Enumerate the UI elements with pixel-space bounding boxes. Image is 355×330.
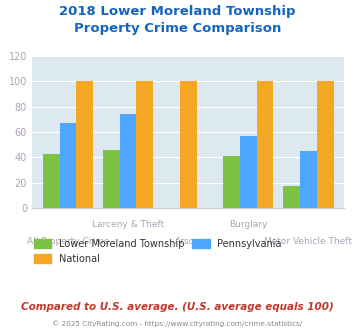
Text: Burglary: Burglary [229, 220, 267, 229]
Bar [120, 114, 136, 208]
Bar [76, 82, 93, 208]
Legend: Lower Moreland Township, National, Pennsylvania: Lower Moreland Township, National, Penns… [30, 235, 286, 267]
Bar [43, 153, 60, 208]
Bar [300, 151, 317, 208]
Text: © 2025 CityRating.com - https://www.cityrating.com/crime-statistics/: © 2025 CityRating.com - https://www.city… [53, 320, 302, 327]
Text: All Property Crime: All Property Crime [27, 237, 109, 246]
Bar [257, 82, 273, 208]
Bar [103, 150, 120, 208]
Text: Larceny & Theft: Larceny & Theft [92, 220, 164, 229]
Bar [180, 82, 197, 208]
Bar [223, 156, 240, 208]
Bar [240, 136, 257, 208]
Text: Motor Vehicle Theft: Motor Vehicle Theft [264, 237, 352, 246]
Bar [317, 82, 334, 208]
Bar [136, 82, 153, 208]
Bar [60, 123, 76, 208]
Text: 2018 Lower Moreland Township
Property Crime Comparison: 2018 Lower Moreland Township Property Cr… [59, 5, 296, 35]
Text: Compared to U.S. average. (U.S. average equals 100): Compared to U.S. average. (U.S. average … [21, 302, 334, 312]
Text: Arson: Arson [175, 237, 201, 246]
Bar [283, 186, 300, 208]
